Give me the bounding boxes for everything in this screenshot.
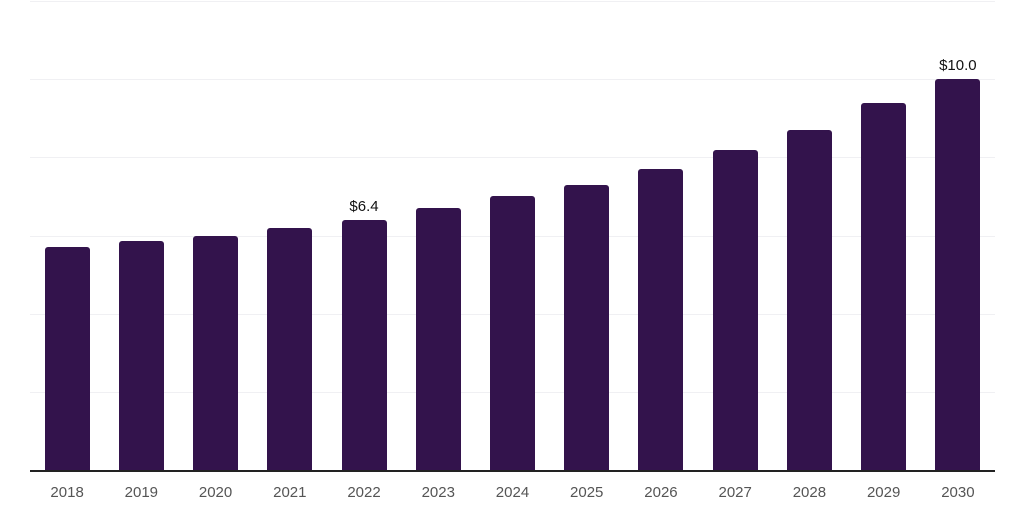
plot-area: $6.4 $10.0 — [30, 1, 995, 472]
x-tick-2027: 2027 — [718, 484, 752, 501]
gridline-12 — [30, 1, 995, 2]
x-tick-2024: 2024 — [495, 484, 530, 501]
gridline-8 — [30, 157, 995, 159]
bar-2023 — [415, 208, 461, 470]
x-tick-2023: 2023 — [421, 484, 455, 501]
bar-2029 — [861, 102, 907, 470]
bar-2018 — [44, 247, 90, 470]
x-tick-2030: 2030 — [941, 484, 975, 501]
bar-2024 — [490, 196, 535, 470]
bar-2028 — [786, 129, 832, 470]
data-label-2030: $10.0 — [939, 57, 977, 75]
bar-2019 — [118, 241, 164, 470]
x-tick-2020: 2020 — [198, 484, 233, 501]
x-tick-2028: 2028 — [792, 484, 827, 501]
bar-2022 — [341, 219, 387, 470]
bar-2020 — [193, 235, 239, 470]
x-tick-2018: 2018 — [50, 484, 84, 501]
x-tick-2029: 2029 — [866, 484, 901, 501]
x-tick-2022: 2022 — [347, 484, 381, 501]
x-tick-2019: 2019 — [124, 484, 159, 501]
x-axis: 2018 2019 2020 2021 2022 2023 2024 2025 2026 2027… — [30, 484, 995, 504]
gridline-10 — [30, 79, 995, 81]
x-tick-2025: 2025 — [570, 484, 604, 501]
x-tick-2021: 2021 — [273, 484, 307, 501]
data-label-2022: $6.4 — [349, 197, 379, 215]
bar-2025 — [564, 184, 610, 470]
x-tick-2026: 2026 — [644, 484, 678, 501]
bar-2030 — [935, 79, 981, 470]
bar-2021 — [267, 227, 313, 470]
bar-2026 — [638, 169, 684, 470]
bar-2027 — [712, 149, 758, 470]
